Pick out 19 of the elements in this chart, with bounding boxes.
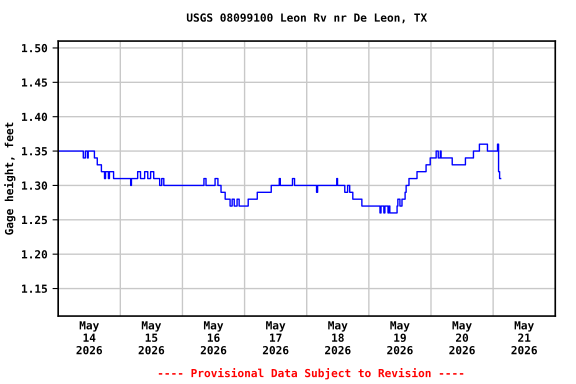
y-tick-label: 1.50: [22, 44, 48, 52]
x-tick-label: May 14 2026: [76, 321, 102, 354]
y-tick-label: 1.40: [22, 112, 48, 122]
x-tick-label: May 17 2026: [262, 321, 288, 354]
y-tick-label: 1.35: [22, 147, 48, 156]
chart-title: USGS 08099100 Leon Rv nr De Leon, TX: [186, 13, 427, 24]
y-tick-label: 1.45: [22, 78, 48, 87]
x-tick-label: May 20 2026: [449, 321, 475, 354]
y-tick-label: 1.25: [22, 216, 48, 224]
y-axis-title: Gage height, feet: [4, 122, 16, 235]
x-tick-label: May 18 2026: [325, 321, 351, 354]
y-tick-label: 1.15: [22, 284, 48, 293]
x-tick-label: May 16 2026: [200, 321, 226, 354]
y-tick-label: 1.20: [22, 250, 48, 259]
y-tick-label: 1.30: [22, 181, 48, 190]
x-tick-label: May 19 2026: [387, 321, 413, 354]
x-tick-label: May 15 2026: [138, 321, 164, 354]
text: ---- Provisional Data Subject to Revision ----: [158, 368, 464, 380]
x-tick-label: May 21 2026: [511, 321, 537, 354]
